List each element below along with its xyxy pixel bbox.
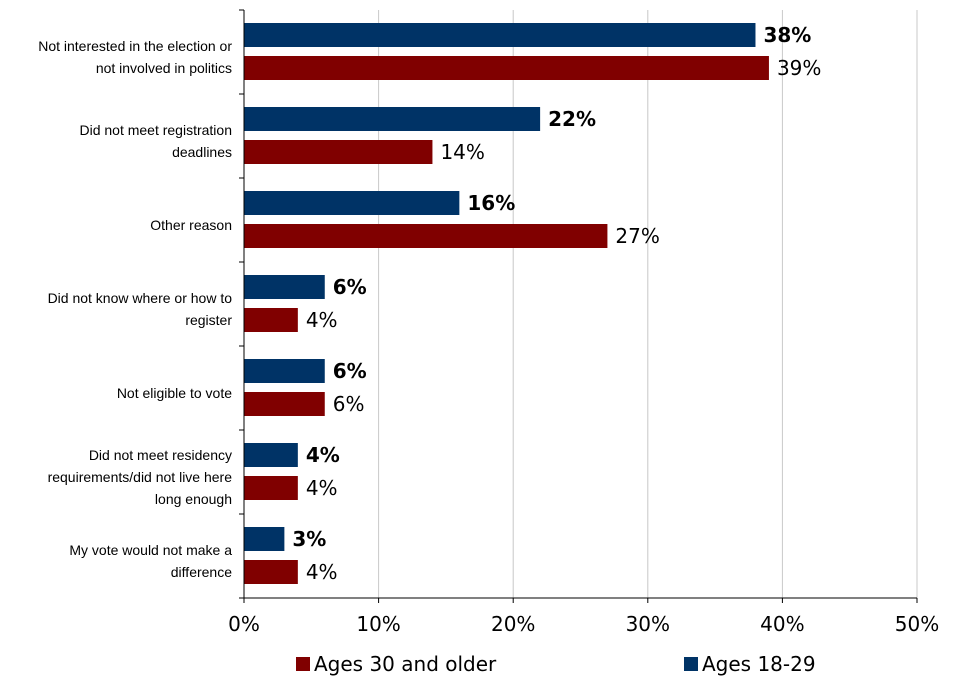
legend-label: Ages 30 and older [314, 652, 497, 676]
bar-ages-30-and-older [244, 56, 769, 80]
bar-ages-18-29 [244, 275, 325, 299]
x-tick-label: 0% [228, 612, 260, 636]
data-label-ages-30-and-older: 14% [440, 140, 484, 164]
bars [244, 23, 769, 584]
category-label: Did not know where or how to register [48, 290, 233, 328]
bar-ages-30-and-older [244, 476, 298, 500]
x-tick-labels: 0% 10% 20% 30% 40% 50% [228, 612, 939, 636]
x-tick-label: 10% [356, 612, 400, 636]
x-tick-label: 40% [760, 612, 804, 636]
data-label-ages-30-and-older: 6% [333, 392, 365, 416]
legend-label: Ages 18-29 [702, 652, 816, 676]
axes [239, 9, 918, 603]
legend: Ages 30 and older Ages 18-29 [296, 652, 816, 676]
value-labels: 38% 39% 22% 14% 16% 27% 6% 4% 6% 6% 4% 4% 3% 4% [292, 23, 821, 584]
data-label-ages-18-29: 4% [306, 443, 340, 467]
x-tick-label: 20% [491, 612, 535, 636]
bar-ages-30-and-older [244, 308, 298, 332]
category-label: Not eligible to vote [117, 385, 232, 401]
x-tick-label: 50% [895, 612, 939, 636]
bar-ages-30-and-older [244, 560, 298, 584]
category-label: Did not meet registration deadlines [79, 122, 232, 160]
data-label-ages-18-29: 16% [467, 191, 515, 215]
bar-ages-18-29 [244, 107, 541, 131]
data-label-ages-18-29: 6% [333, 275, 367, 299]
data-label-ages-18-29: 22% [548, 107, 596, 131]
data-label-ages-30-and-older: 4% [306, 476, 338, 500]
data-label-ages-18-29: 6% [333, 359, 367, 383]
bar-ages-30-and-older [244, 140, 433, 164]
data-label-ages-18-29: 3% [292, 527, 326, 551]
bar-ages-30-and-older [244, 224, 608, 248]
bar-ages-18-29 [244, 443, 298, 467]
bar-ages-18-29 [244, 23, 756, 47]
data-label-ages-30-and-older: 27% [615, 224, 659, 248]
category-label: Not interested in the election or not inv… [38, 38, 232, 76]
data-label-ages-30-and-older: 4% [306, 308, 338, 332]
category-labels: Not interested in the election or not inv… [38, 38, 232, 580]
legend-swatch [684, 657, 698, 671]
gridlines [378, 10, 918, 598]
bar-ages-18-29 [244, 527, 285, 551]
data-label-ages-18-29: 38% [763, 23, 811, 47]
bar-ages-18-29 [244, 191, 460, 215]
bar-ages-18-29 [244, 359, 325, 383]
category-label: My vote would not make a difference [69, 542, 232, 580]
data-label-ages-30-and-older: 39% [777, 56, 821, 80]
bar-ages-30-and-older [244, 392, 325, 416]
category-label: Other reason [150, 217, 232, 233]
data-label-ages-30-and-older: 4% [306, 560, 338, 584]
category-label: Did not meet residency requirements/did n… [48, 447, 233, 507]
x-tick-label: 30% [626, 612, 670, 636]
legend-swatch [296, 657, 310, 671]
